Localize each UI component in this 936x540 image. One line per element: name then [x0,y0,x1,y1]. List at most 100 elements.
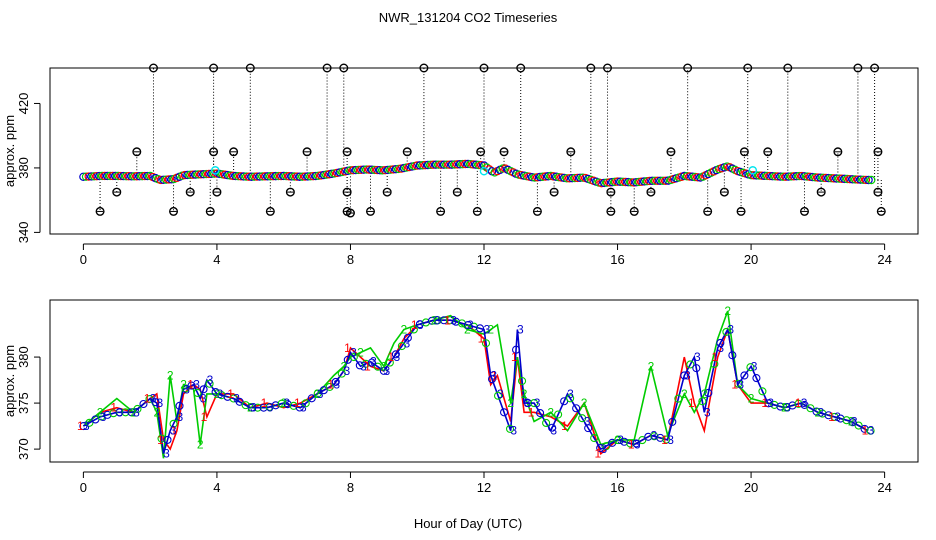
series-3-label: 3 [601,442,608,456]
data-point [386,165,395,174]
data-point [87,172,96,181]
data-point [180,170,190,180]
data-point [403,333,412,342]
series-2-label: 2 [681,387,688,401]
data-point [287,172,296,181]
data-point [498,164,507,173]
data-point [283,400,292,409]
flagged-point [436,206,446,216]
series-3-label: 3 [150,391,157,405]
data-point [127,172,136,181]
series-2-label: 2 [314,387,321,401]
data-point [84,172,93,181]
data-point [346,166,355,175]
top-x-tick-label: 16 [610,252,624,267]
data-point [728,351,737,360]
series-1-label: 1 [491,368,498,382]
data-point [621,177,630,187]
data-point [109,409,118,418]
data-point [864,175,873,185]
cyan-point [748,166,758,175]
series-1-label: 1 [731,378,738,392]
data-point [674,394,683,403]
data-point [629,178,638,187]
series-2-label: 2 [648,359,655,373]
series-2-label: 2 [724,304,731,318]
data-point [105,171,115,181]
flagged-point [683,63,693,73]
data-point [710,359,719,369]
data-point [391,350,400,359]
data-point [685,172,694,181]
data-point [421,318,430,327]
series-3-label: 3 [116,405,123,419]
data-point [792,172,801,181]
flagged-point [833,147,843,157]
data-point [566,394,575,403]
flagged-point [339,63,349,73]
series-3-label: 3 [497,387,504,401]
data-point [781,172,790,181]
data-point [768,172,777,181]
series-2-label: 2 [614,433,621,447]
series-3-label: 3 [417,318,424,332]
data-point [427,316,436,325]
data-point [538,172,547,181]
series-3-label: 3 [727,322,734,336]
data-point [228,171,238,181]
data-point [602,442,611,451]
data-point [565,174,574,183]
data-point [688,172,697,181]
data-point [866,426,875,435]
data-point [188,170,198,179]
data-point [252,172,262,181]
series-2-label: 2 [487,322,494,336]
data-point [764,399,773,408]
data-point [840,174,849,184]
data-point [782,403,791,412]
data-point [458,159,467,169]
top-x-tick-label: 20 [744,252,758,267]
data-point [754,171,764,180]
data-point [151,398,160,407]
flagged-point [532,206,542,216]
data-point [471,160,481,169]
top-x-tick-label: 8 [347,252,354,267]
data-point [818,173,828,183]
series-1-label: 1 [171,424,178,438]
data-point [590,434,599,443]
chart-title: NWR_131204 CO2 Timeseries [379,10,558,25]
data-point [137,171,147,181]
series-3-label: 3 [651,428,658,442]
data-point [618,177,628,187]
series-2-label: 2 [97,405,104,419]
data-point [378,166,387,175]
series-2-label: 2 [464,322,471,336]
data-point [788,401,797,410]
data-point [668,417,677,426]
data-point [217,391,226,400]
series-3-label: 3 [200,391,207,405]
data-point [362,165,371,174]
data-point [810,173,820,182]
data-point [391,164,401,174]
data-point [191,170,200,179]
data-point [361,359,370,368]
data-point [797,171,807,181]
series-3-label: 3 [634,438,641,452]
top-y-axis-label: approx. ppm [2,115,17,187]
top-x-tick-label: 0 [80,252,87,267]
series-3-label: 3 [370,355,377,369]
data-point [397,341,406,351]
data-point [199,170,208,179]
data-point [789,172,799,181]
flagged-point [212,187,222,197]
data-point [445,316,454,325]
flagged-point [185,187,195,197]
series-3-label: 3 [333,378,340,392]
series-3-label: 3 [851,415,858,429]
series-3-label: 3 [217,387,224,401]
data-point [183,170,192,180]
flagged-point [549,187,559,197]
cyan-point [479,166,489,176]
